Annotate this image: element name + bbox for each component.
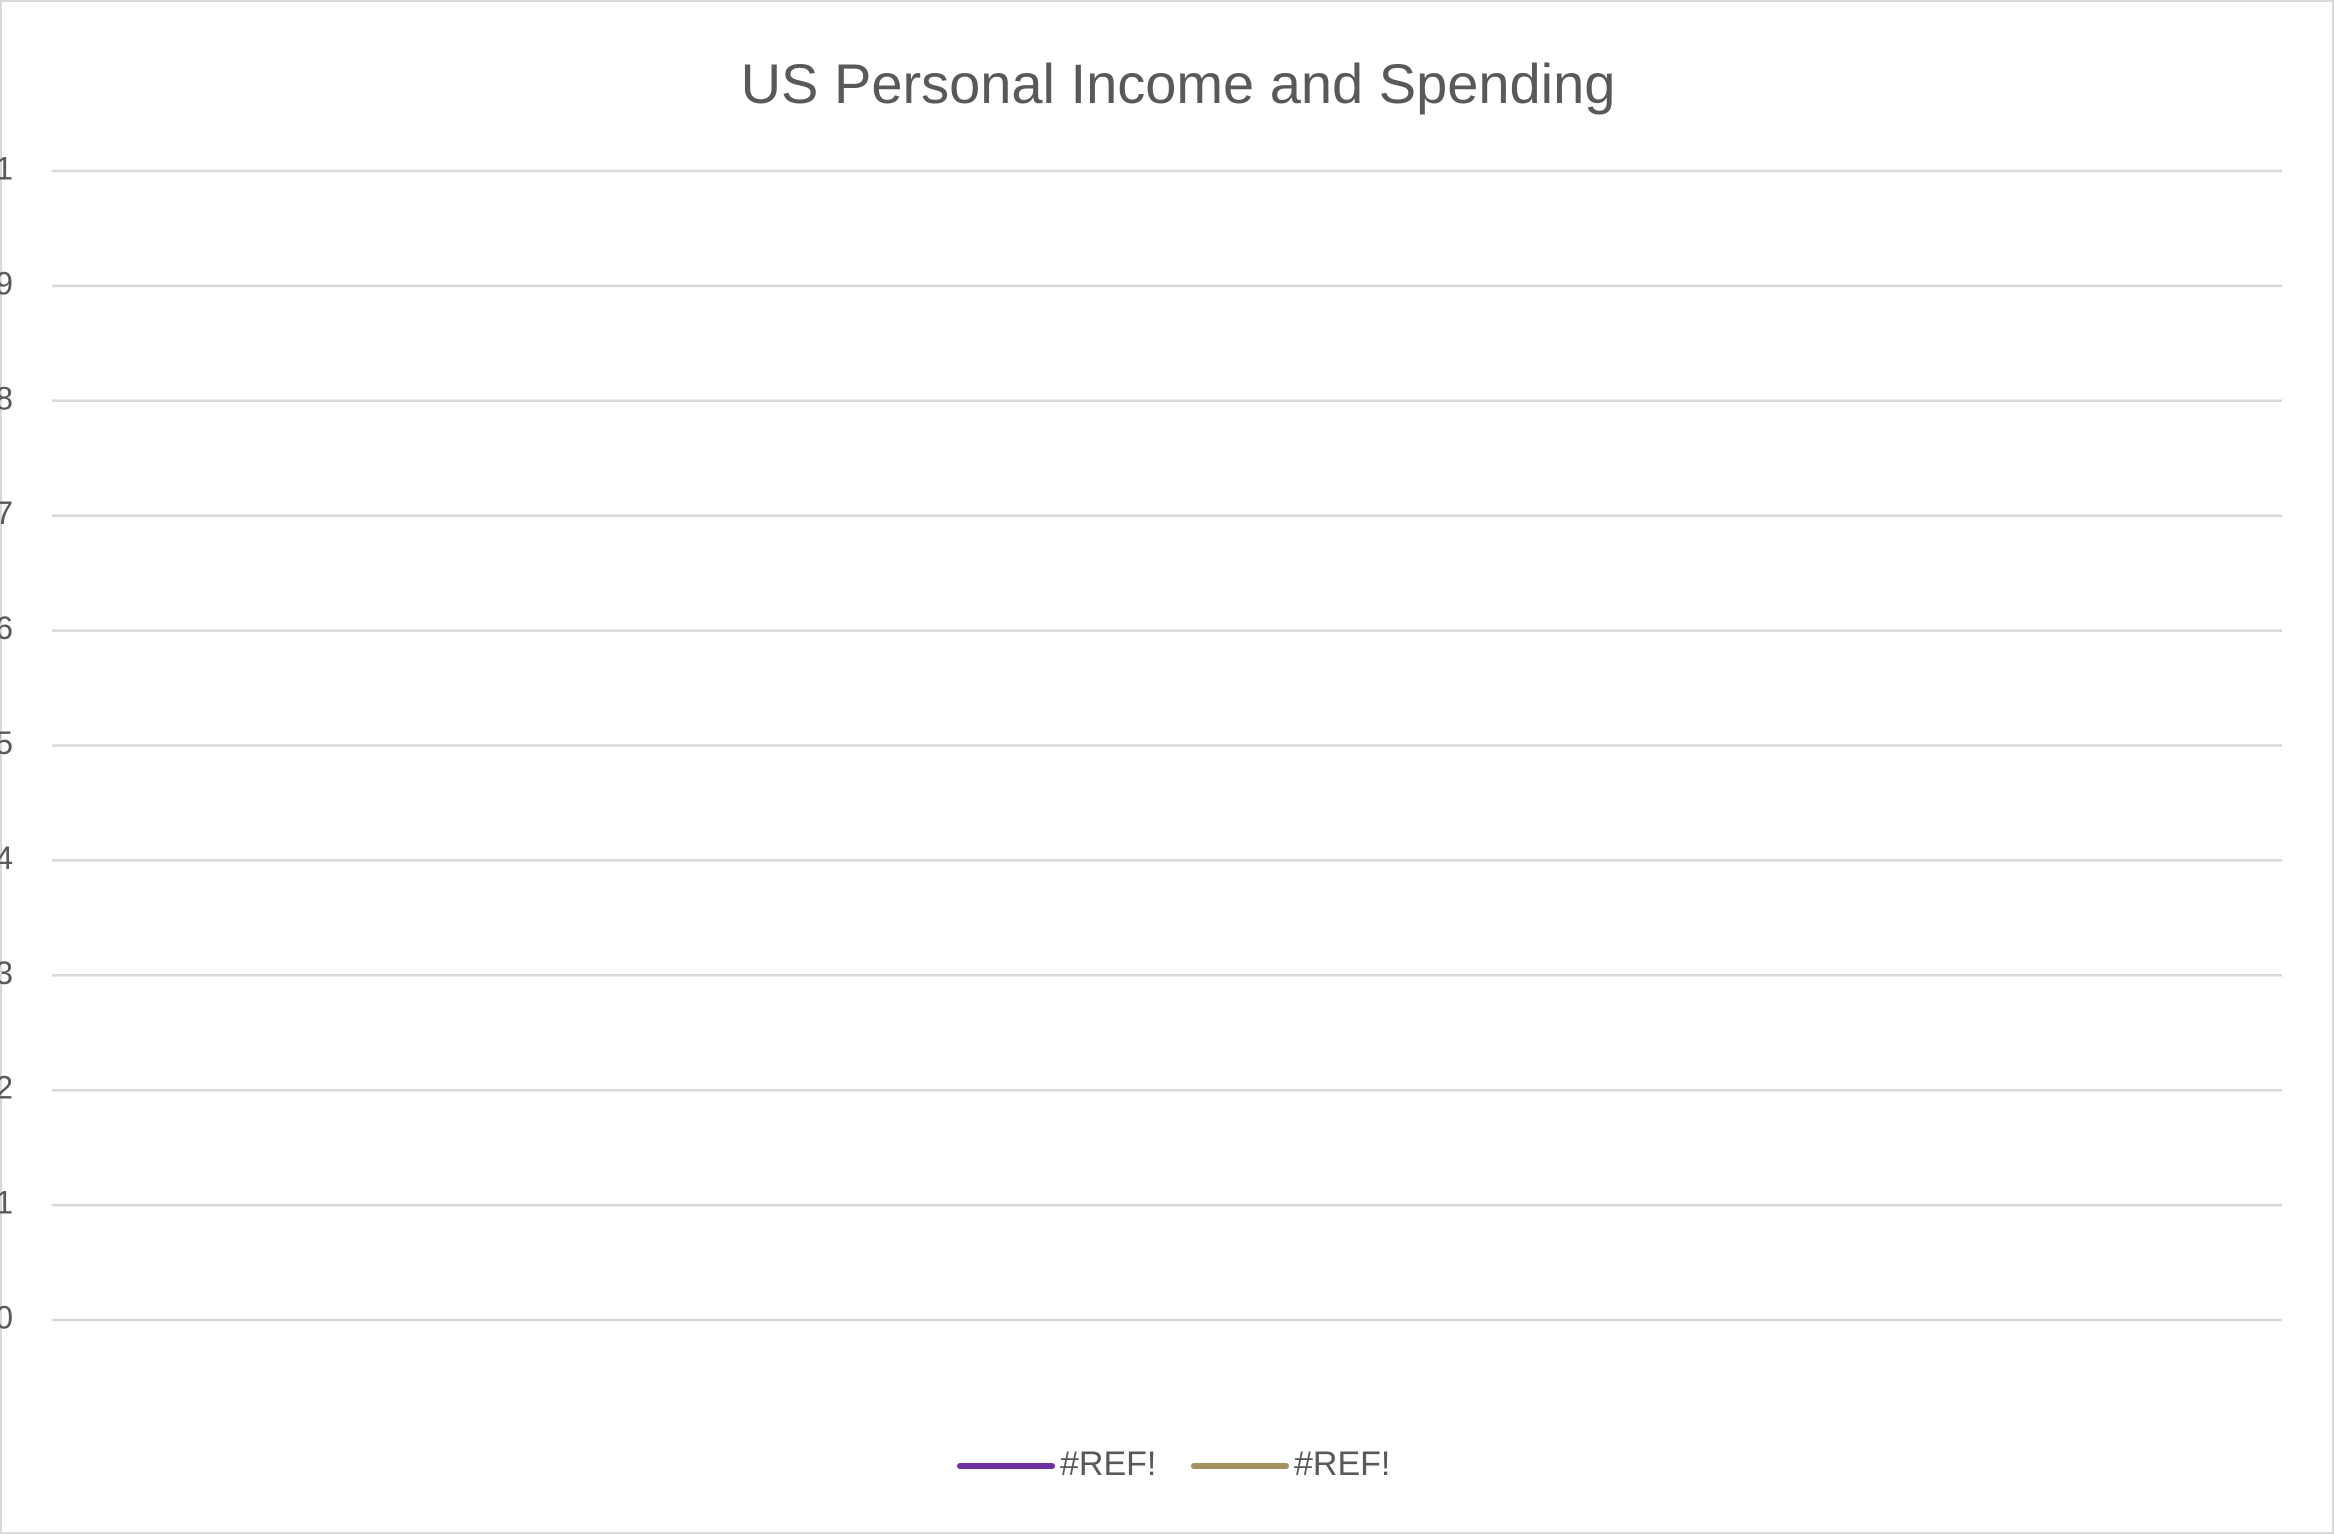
y-tick-label: 0.8 bbox=[0, 380, 13, 416]
y-tick-label: 1 bbox=[0, 150, 13, 186]
chart-title: US Personal Income and Spending bbox=[741, 52, 1616, 115]
y-tick-label: 0.6 bbox=[0, 610, 13, 646]
y-tick-label: 0.2 bbox=[0, 1070, 13, 1106]
y-tick-label: 0.7 bbox=[0, 495, 13, 531]
legend-label: #REF! bbox=[1294, 1445, 1390, 1483]
y-tick-label: 0.9 bbox=[0, 265, 13, 301]
y-tick-label: 0 bbox=[0, 1299, 13, 1335]
y-tick-label: 0.1 bbox=[0, 1185, 13, 1221]
y-tick-label: 0.3 bbox=[0, 955, 13, 991]
y-tick-label: 0.4 bbox=[0, 840, 13, 876]
y-tick-label: 0.5 bbox=[0, 725, 13, 761]
legend-label: #REF! bbox=[1060, 1445, 1156, 1483]
